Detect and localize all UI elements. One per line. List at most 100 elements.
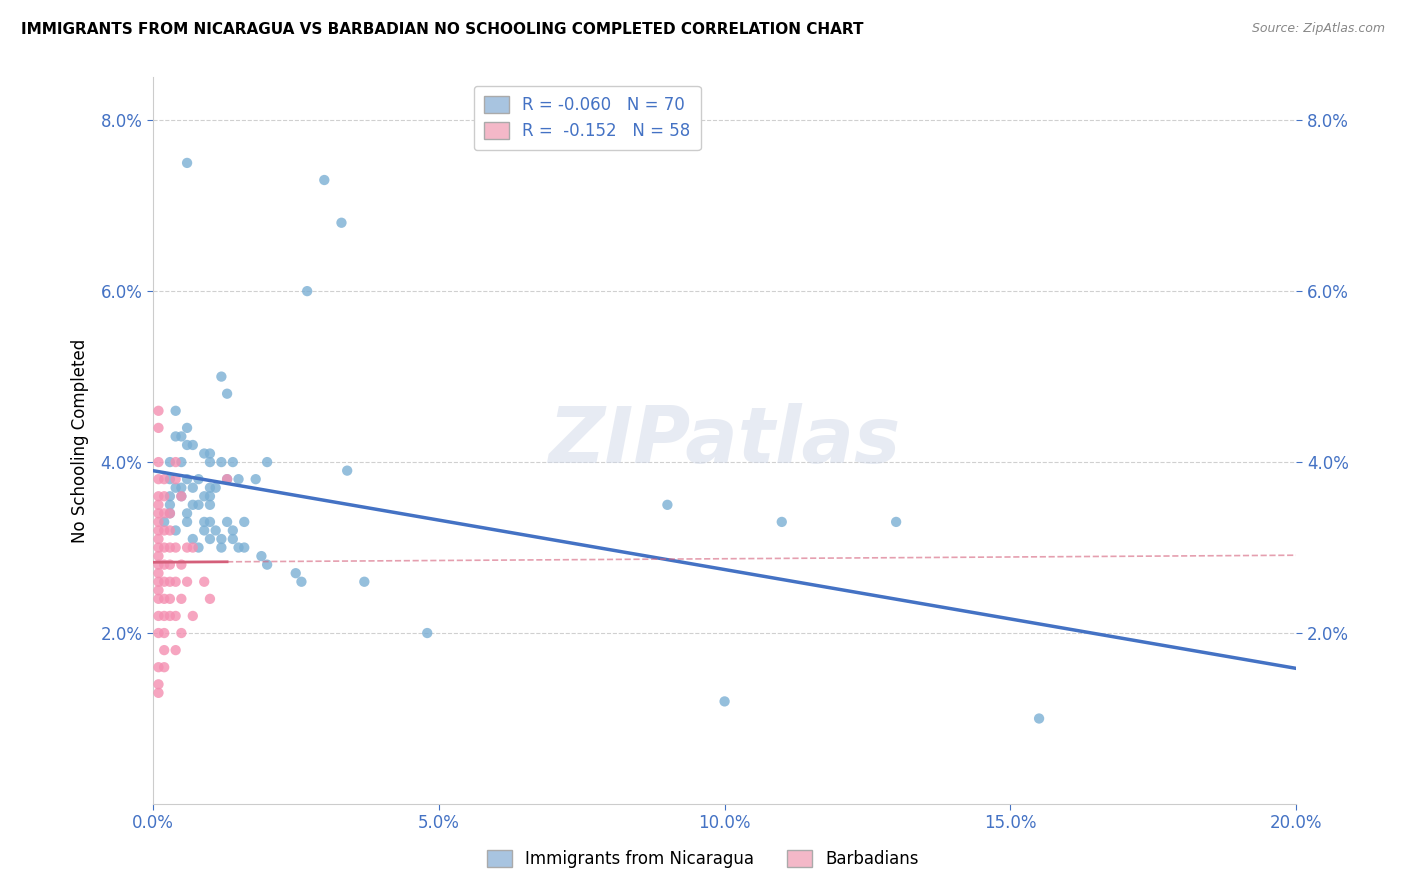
Point — [148, 660, 170, 674]
Point — [330, 216, 353, 230]
Point — [353, 574, 375, 589]
Point — [148, 507, 170, 521]
Point — [198, 532, 221, 546]
Point — [290, 574, 312, 589]
Point — [159, 541, 181, 555]
Text: Source: ZipAtlas.com: Source: ZipAtlas.com — [1251, 22, 1385, 36]
Point — [170, 558, 193, 572]
Point — [170, 591, 193, 606]
Point — [187, 472, 209, 486]
Point — [148, 626, 170, 640]
Point — [256, 558, 278, 572]
Point — [198, 591, 221, 606]
Point — [193, 574, 215, 589]
Point — [884, 515, 907, 529]
Text: ZIPatlas: ZIPatlas — [548, 402, 901, 479]
Point — [159, 574, 181, 589]
Point — [170, 429, 193, 443]
Point — [181, 541, 204, 555]
Point — [153, 515, 176, 529]
Point — [159, 472, 181, 486]
Point — [153, 609, 176, 624]
Point — [295, 284, 318, 298]
Point — [204, 524, 226, 538]
Point — [204, 481, 226, 495]
Point — [336, 464, 359, 478]
Point — [153, 558, 176, 572]
Point — [148, 609, 170, 624]
Point — [148, 686, 170, 700]
Point — [148, 677, 170, 691]
Point — [159, 455, 181, 469]
Point — [159, 507, 181, 521]
Point — [181, 532, 204, 546]
Point — [170, 489, 193, 503]
Point — [187, 541, 209, 555]
Y-axis label: No Schooling Completed: No Schooling Completed — [72, 339, 89, 543]
Point — [217, 472, 239, 486]
Point — [165, 524, 187, 538]
Point — [148, 583, 170, 598]
Point — [176, 574, 198, 589]
Point — [165, 643, 187, 657]
Point — [153, 472, 176, 486]
Point — [159, 591, 181, 606]
Point — [153, 626, 176, 640]
Point — [153, 541, 176, 555]
Point — [159, 489, 181, 503]
Point — [217, 472, 239, 486]
Point — [170, 489, 193, 503]
Point — [165, 404, 187, 418]
Point — [181, 438, 204, 452]
Point — [193, 524, 215, 538]
Point — [198, 481, 221, 495]
Point — [193, 515, 215, 529]
Point — [657, 498, 679, 512]
Point — [148, 489, 170, 503]
Point — [209, 532, 232, 546]
Point — [713, 694, 735, 708]
Point — [165, 574, 187, 589]
Point — [148, 558, 170, 572]
Point — [256, 455, 278, 469]
Point — [148, 549, 170, 563]
Point — [245, 472, 267, 486]
Point — [165, 609, 187, 624]
Point — [193, 446, 215, 460]
Point — [198, 489, 221, 503]
Point — [148, 472, 170, 486]
Point — [148, 455, 170, 469]
Point — [153, 507, 176, 521]
Point — [148, 515, 170, 529]
Point — [209, 541, 232, 555]
Point — [181, 481, 204, 495]
Point — [217, 386, 239, 401]
Point — [148, 566, 170, 581]
Point — [228, 541, 250, 555]
Point — [233, 515, 256, 529]
Point — [209, 455, 232, 469]
Point — [159, 558, 181, 572]
Point — [181, 609, 204, 624]
Point — [187, 498, 209, 512]
Point — [165, 481, 187, 495]
Point — [165, 429, 187, 443]
Point — [228, 472, 250, 486]
Point — [198, 446, 221, 460]
Point — [217, 515, 239, 529]
Point — [153, 489, 176, 503]
Point — [176, 541, 198, 555]
Point — [148, 421, 170, 435]
Point — [222, 455, 245, 469]
Point — [153, 660, 176, 674]
Point — [165, 472, 187, 486]
Point — [209, 369, 232, 384]
Point — [148, 498, 170, 512]
Point — [165, 541, 187, 555]
Legend: R = -0.060   N = 70, R =  -0.152   N = 58: R = -0.060 N = 70, R = -0.152 N = 58 — [474, 86, 700, 151]
Point — [198, 455, 221, 469]
Point — [170, 455, 193, 469]
Point — [148, 541, 170, 555]
Point — [148, 524, 170, 538]
Point — [770, 515, 793, 529]
